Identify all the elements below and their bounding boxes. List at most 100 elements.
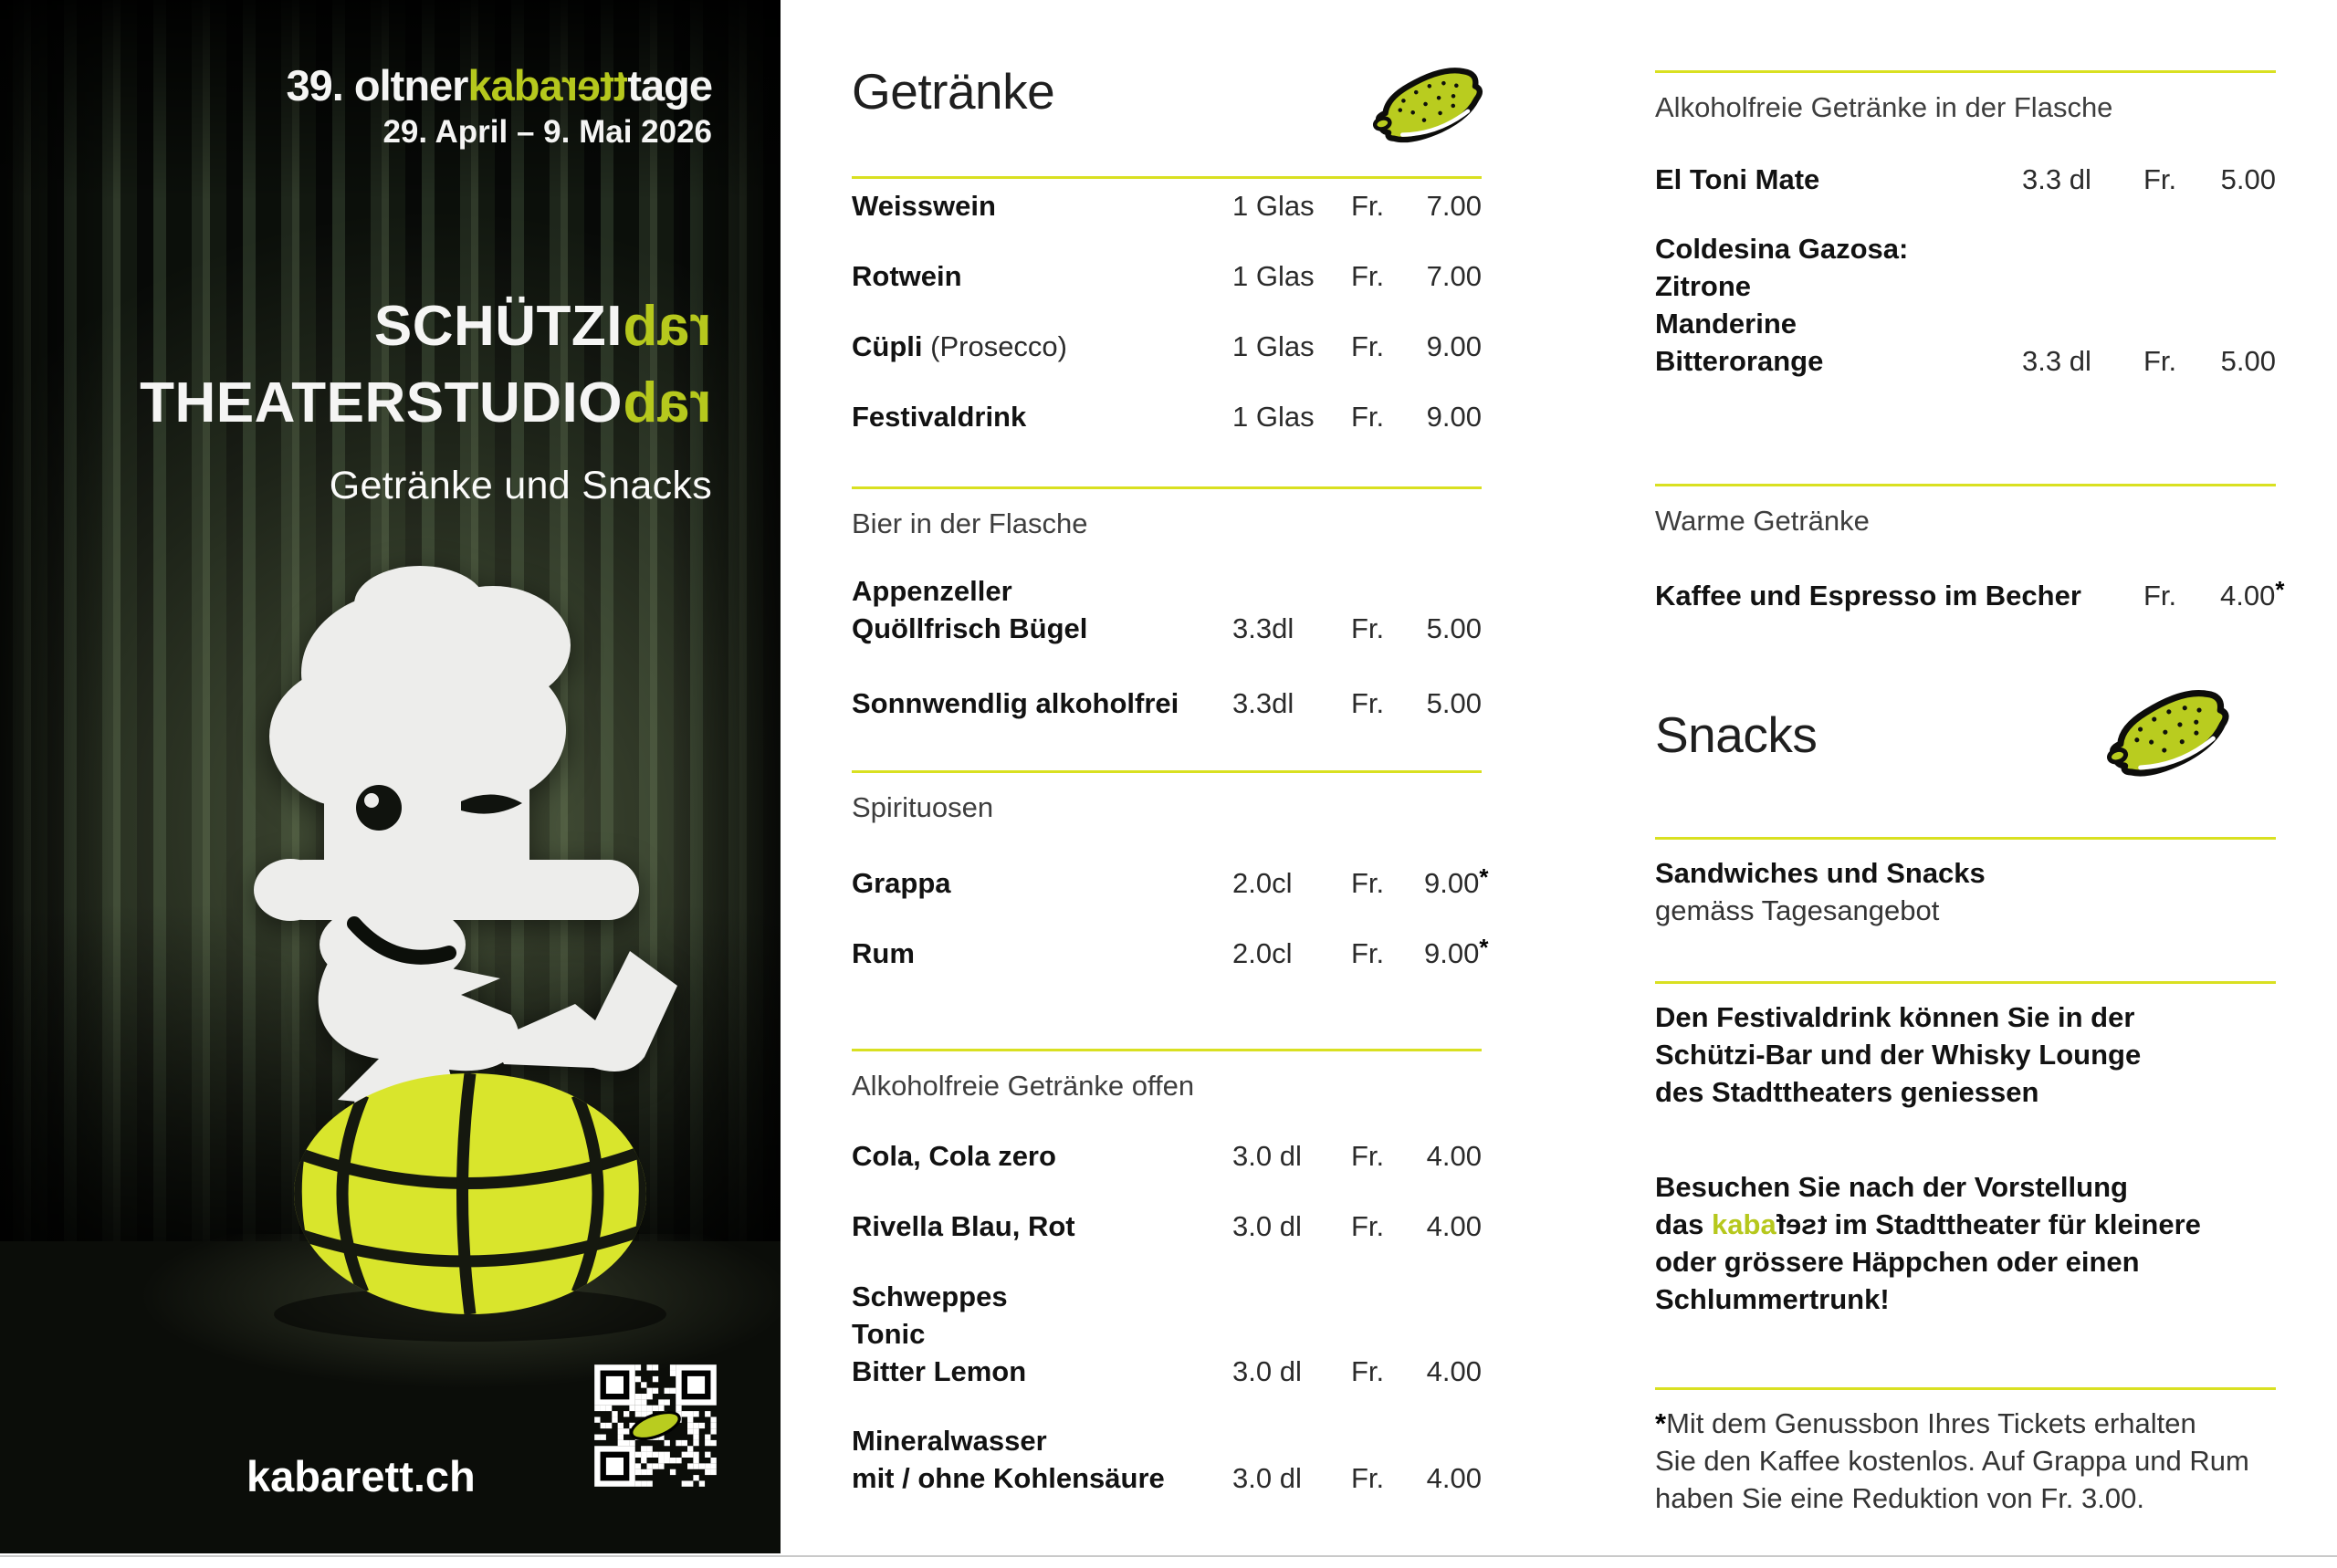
price-asterisk: *	[2275, 576, 2285, 603]
poster-subtitle: Getränke und Snacks	[329, 464, 712, 507]
section-header-beer: Bier in der Flasche	[852, 507, 1088, 539]
section-header-bottled-soft-drinks: Alkoholfreie Getränke in der Flasche	[1655, 91, 2113, 123]
snacks-lead-regular: gemäss Tagesangebot	[1655, 894, 1940, 926]
item-name: Schweppes Tonic Bitter Lemon	[852, 1281, 1027, 1387]
divider	[852, 176, 1482, 179]
footnote: *Mit dem Genussbon Ihres Tickets erhalte…	[1655, 1407, 2249, 1514]
festivaldrink-note: Den Festivaldrink können Sie in der Schü…	[1655, 1001, 2142, 1108]
menu-item-row: Cüpli (Prosecco) 1 Glas Fr. 9.00	[852, 328, 1482, 365]
menu-item-row: Cola, Cola zero 3.0 dl Fr. 4.00	[852, 1137, 1482, 1175]
footnote-asterisk: *	[1655, 1407, 1667, 1439]
item-name: Kaffee und Espresso im Becher	[1655, 580, 2081, 612]
item-currency: Fr.	[1351, 1140, 1385, 1172]
snacks-column: Alkoholfreie Getränke in der Flasche El …	[1655, 0, 2285, 1568]
item-quantity: 3.0 dl	[1232, 1140, 1302, 1172]
item-currency: Fr.	[1351, 190, 1385, 222]
menu-item-row: El Toni Mate 3.3 dl Fr. 5.00	[1655, 161, 2276, 198]
kabafest-note: Besuchen Sie nach der Vorstellung das ka…	[1655, 1171, 2201, 1315]
festival-logo-title: 39. oltnerkabaretttage	[286, 61, 713, 110]
item-currency: Fr.	[1351, 1210, 1385, 1242]
item-name: Cüpli (Prosecco)	[852, 330, 1067, 362]
section-header-soft-drinks-open: Alkoholfreie Getränke offen	[852, 1070, 1195, 1102]
page-bottom-edge	[0, 1555, 2337, 1557]
website-url: kabarett.ch	[246, 1452, 476, 1500]
item-quantity: 1 Glas	[1232, 260, 1315, 292]
menu-item-row: Sonnwendlig alkoholfrei 3.3dl Fr. 5.00	[852, 685, 1482, 722]
snacks-lead-bold: Sandwiches und Snacks	[1655, 857, 1986, 889]
item-currency: Fr.	[1351, 612, 1385, 644]
item-price: 9.00*	[1424, 934, 1489, 969]
item-currency: Fr.	[2143, 163, 2177, 195]
item-name: Weisswein	[852, 190, 996, 222]
item-price: 4.00	[1426, 1210, 1482, 1242]
pickle-icon	[1356, 60, 1504, 155]
section-header-warm-drinks: Warme Getränke	[1655, 505, 1870, 537]
kabafest-logo-mirrored: fest	[1776, 1208, 1827, 1240]
item-name: Sonnwendlig alkoholfrei	[852, 687, 1179, 719]
item-note: (Prosecco)	[930, 330, 1067, 362]
item-name: El Toni Mate	[1655, 163, 1820, 195]
qr-code	[592, 1362, 719, 1490]
menu-item-row: Festivaldrink 1 Glas Fr. 9.00	[852, 398, 1482, 435]
item-name: Rivella Blau, Rot	[852, 1210, 1075, 1242]
menu-item-row: Rivella Blau, Rot 3.0 dl Fr. 4.00	[852, 1207, 1482, 1245]
menu-item-row: Appenzeller Quöllfrisch Bügel 3.3dl Fr. …	[852, 572, 1482, 647]
pickle-icon	[2087, 683, 2253, 789]
item-currency: Fr.	[1351, 330, 1385, 362]
item-name: Festivaldrink	[852, 401, 1027, 433]
item-name: Rotwein	[852, 260, 962, 292]
menu-item-row: Rotwein 1 Glas Fr. 7.00	[852, 257, 1482, 295]
venue-line-schuetzi: SCHÜTZIbar	[373, 295, 712, 358]
menu-item-row: Weisswein 1 Glas Fr. 7.00	[852, 187, 1482, 225]
divider	[852, 486, 1482, 489]
divider	[852, 770, 1482, 773]
venue-block: SCHÜTZIbar THEATERSTUDIObar Getränke und…	[140, 288, 712, 508]
venue-line-theaterstudio: THEATERSTUDIObar	[140, 371, 712, 434]
menu-item-row: Mineralwasser mit / ohne Kohlensäure 3.0…	[852, 1422, 1482, 1497]
item-price: 4.00*	[2220, 576, 2285, 612]
divider	[1655, 1387, 2276, 1390]
item-price: 5.00	[1426, 687, 1482, 719]
menu-item-row: Schweppes Tonic Bitter Lemon 3.0 dl Fr. …	[852, 1278, 1482, 1390]
item-currency: Fr.	[2143, 580, 2177, 612]
item-quantity: 1 Glas	[1232, 190, 1315, 222]
item-price: 5.00	[2220, 163, 2276, 195]
item-quantity: 3.3 dl	[2022, 163, 2091, 195]
item-currency: Fr.	[1351, 937, 1385, 969]
item-currency: Fr.	[1351, 401, 1385, 433]
item-name: Mineralwasser mit / ohne Kohlensäure	[852, 1425, 1165, 1494]
price-asterisk: *	[1479, 863, 1489, 891]
menu-item-row: Kaffee und Espresso im Becher Fr. 4.00*	[1655, 571, 2285, 614]
item-price: 7.00	[1426, 190, 1482, 222]
menu-item-row: Grappa 2.0cl Fr. 9.00*	[852, 859, 1489, 902]
item-quantity: 2.0cl	[1232, 937, 1293, 969]
item-currency: Fr.	[2143, 345, 2177, 377]
item-price: 9.00	[1426, 330, 1482, 362]
item-name: Appenzeller Quöllfrisch Bügel	[852, 575, 1088, 644]
drinks-title: Getränke	[852, 63, 1055, 120]
item-name: Coldesina Gazosa: Zitrone Manderine Bitt…	[1655, 233, 1909, 377]
item-currency: Fr.	[1351, 260, 1385, 292]
menu-item-row: Rum 2.0cl Fr. 9.00*	[852, 929, 1489, 972]
item-price: 9.00*	[1424, 863, 1489, 899]
item-quantity: 3.3dl	[1232, 612, 1294, 644]
item-quantity: 1 Glas	[1232, 401, 1315, 433]
divider	[852, 1049, 1482, 1051]
item-price: 4.00	[1426, 1140, 1482, 1172]
section-header-spirits: Spirituosen	[852, 791, 994, 823]
item-currency: Fr.	[1351, 687, 1385, 719]
item-name: Grappa	[852, 867, 951, 899]
item-currency: Fr.	[1351, 867, 1385, 899]
festival-logo: 39. oltnerkabaretttage 29. April – 9. Ma…	[286, 61, 713, 148]
item-currency: Fr.	[1351, 1355, 1385, 1387]
item-price: 7.00	[1426, 260, 1482, 292]
item-price: 5.00	[2220, 345, 2276, 377]
divider	[1655, 70, 2276, 73]
item-currency: Fr.	[1351, 1462, 1385, 1494]
divider	[1655, 837, 2276, 840]
kabafest-logo-green: kaba	[1712, 1208, 1776, 1240]
item-name: Cola, Cola zero	[852, 1140, 1056, 1172]
mascot-on-globe-illustration	[254, 566, 677, 1342]
snacks-title: Snacks	[1655, 706, 1818, 763]
item-quantity: 3.0 dl	[1232, 1462, 1302, 1494]
